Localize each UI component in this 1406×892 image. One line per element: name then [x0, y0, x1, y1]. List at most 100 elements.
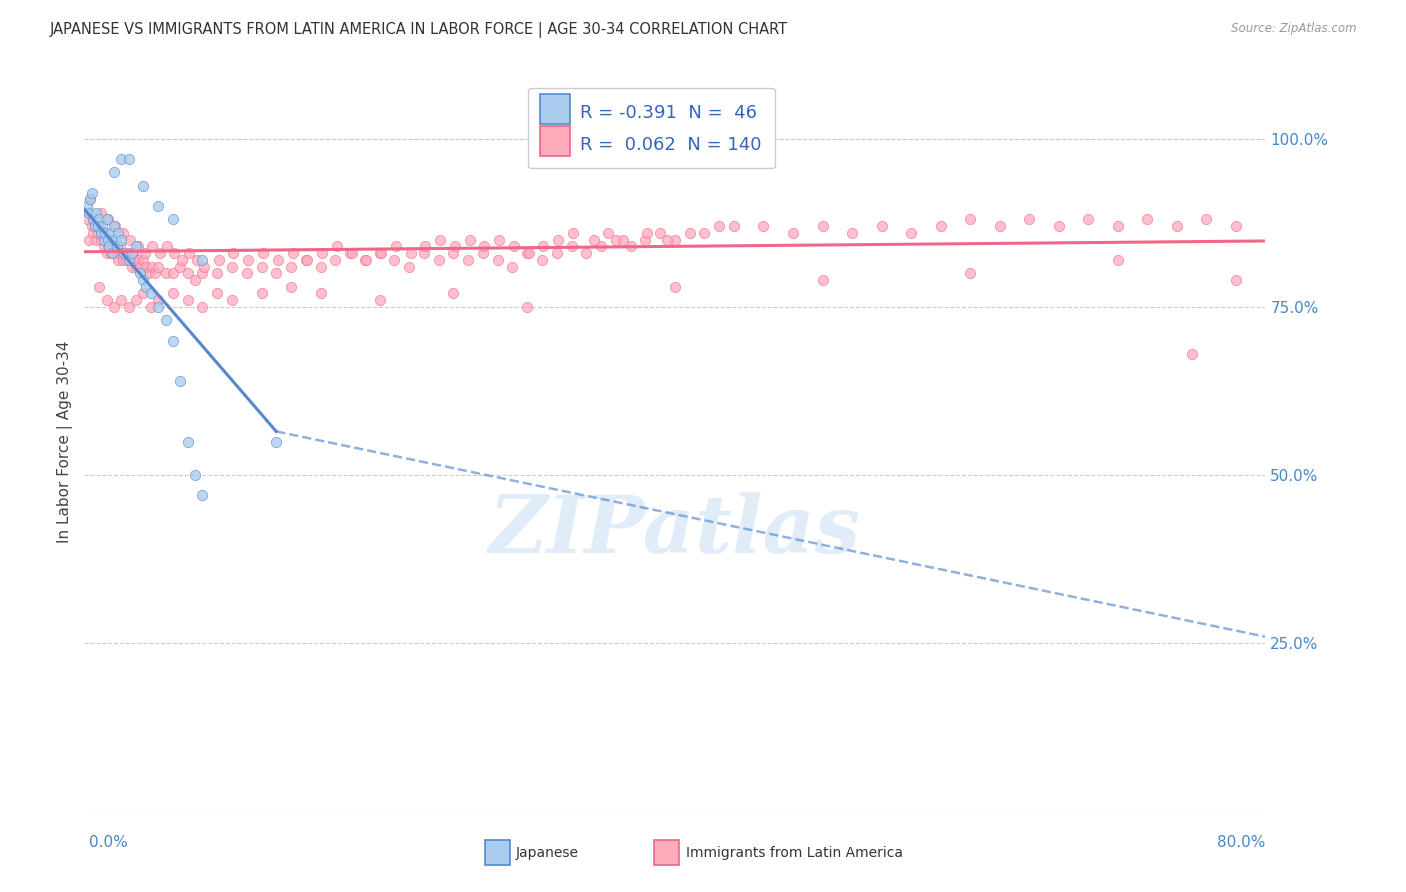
Point [486, 252, 509, 267]
Point [76, 199, 98, 213]
Point [191, 252, 214, 267]
Point [368, 246, 391, 260]
Point [112, 246, 135, 260]
Point [138, 266, 160, 280]
Point [368, 293, 391, 308]
Point [533, 239, 555, 253]
Text: 80.0%: 80.0% [1218, 836, 1265, 850]
Point [104, 233, 127, 247]
Point [413, 246, 436, 260]
Point [94, 233, 117, 247]
Point [98, 239, 121, 253]
Point [155, 266, 177, 280]
Point [309, 260, 332, 274]
Point [1225, 273, 1247, 287]
Point [488, 233, 510, 247]
Text: ZIPatlas: ZIPatlas [489, 491, 860, 569]
Point [177, 293, 200, 308]
Point [280, 260, 302, 274]
Point [900, 226, 922, 240]
Point [90, 226, 112, 240]
Point [1195, 212, 1218, 227]
Point [929, 219, 952, 234]
Point [169, 260, 191, 274]
Point [125, 260, 148, 274]
Point [112, 246, 135, 260]
Point [97, 212, 120, 227]
Point [90, 205, 112, 219]
Point [162, 334, 184, 348]
Point [441, 246, 464, 260]
Point [356, 252, 378, 267]
Point [107, 226, 129, 240]
Point [295, 252, 318, 267]
Point [148, 293, 170, 308]
Point [86, 226, 108, 240]
Point [612, 233, 634, 247]
Point [93, 239, 115, 253]
Point [120, 252, 142, 267]
Point [1018, 212, 1040, 227]
Point [501, 260, 523, 274]
Point [205, 266, 228, 280]
Point [103, 246, 125, 260]
Point [149, 246, 172, 260]
Point [267, 252, 290, 267]
Point [84, 205, 107, 219]
Point [82, 212, 104, 227]
Point [100, 246, 122, 260]
Point [89, 279, 111, 293]
Point [323, 252, 347, 267]
Point [101, 239, 124, 253]
Point [82, 226, 104, 240]
Point [77, 233, 100, 247]
Point [135, 279, 157, 293]
Point [472, 246, 495, 260]
Point [205, 286, 228, 301]
Point [118, 300, 141, 314]
Point [280, 279, 302, 293]
Point [598, 226, 620, 240]
Point [97, 233, 120, 247]
Point [1077, 212, 1099, 227]
Point [339, 246, 361, 260]
Point [118, 252, 141, 267]
Point [399, 246, 422, 260]
Point [111, 226, 134, 240]
Point [841, 226, 863, 240]
Point [723, 219, 745, 234]
Legend: R = -0.391  N =  46, R =  0.062  N = 140: R = -0.391 N = 46, R = 0.062 N = 140 [529, 87, 775, 169]
Point [143, 266, 166, 280]
Point [782, 226, 804, 240]
Point [79, 192, 101, 206]
Point [111, 252, 134, 267]
Point [155, 313, 177, 327]
Point [208, 252, 231, 267]
Point [120, 233, 142, 247]
Point [121, 246, 143, 260]
Point [678, 226, 700, 240]
Point [1166, 219, 1188, 234]
Text: Japanese: Japanese [516, 846, 579, 860]
Point [575, 246, 598, 260]
Point [870, 219, 893, 234]
Point [191, 266, 214, 280]
Point [648, 226, 672, 240]
Point [139, 286, 162, 301]
Point [162, 266, 184, 280]
Point [103, 219, 125, 234]
Point [530, 252, 553, 267]
Point [156, 239, 179, 253]
Point [370, 246, 392, 260]
Point [398, 260, 420, 274]
Point [141, 239, 163, 253]
Point [134, 246, 156, 260]
Point [1107, 219, 1129, 234]
Point [107, 252, 129, 267]
Point [191, 300, 214, 314]
Point [382, 252, 406, 267]
Point [79, 192, 101, 206]
Point [139, 300, 162, 314]
Point [80, 219, 103, 234]
Point [170, 252, 193, 267]
